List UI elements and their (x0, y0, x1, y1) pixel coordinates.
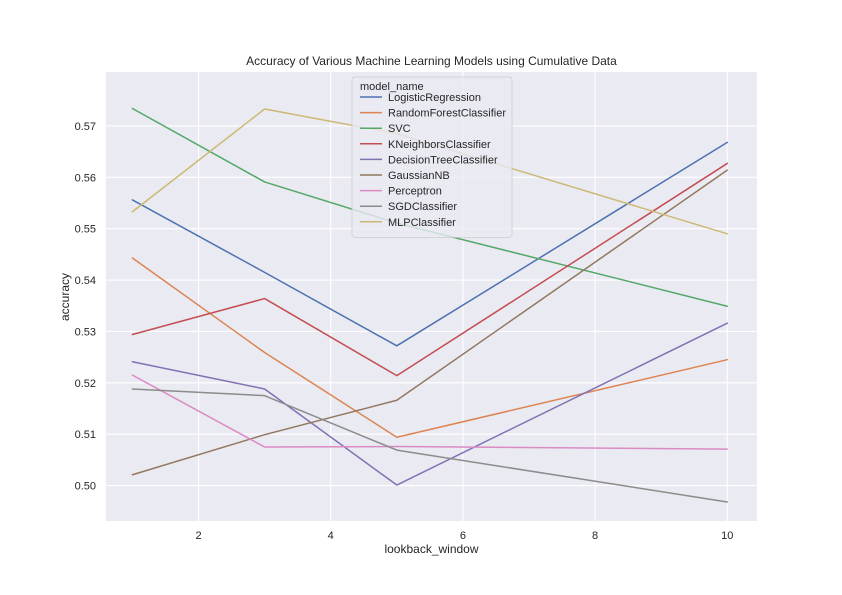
legend: model_name LogisticRegression RandomFores… (351, 76, 513, 238)
series-line-gaussiannb (131, 169, 729, 476)
legend-label: Perceptron (388, 186, 442, 198)
y-tick-label: 0.57 (75, 121, 96, 133)
legend-label: GaussianNB (388, 170, 450, 182)
legend-label: MLPClassifier (388, 217, 456, 229)
tick-labels: 2 4 6 8 10 0.50 0.51 0.52 0.53 0.54 0.55 0.56 0.57 (75, 121, 734, 542)
legend-label: KNeighborsClassifier (388, 139, 491, 151)
series-line-logisticregression (131, 141, 729, 347)
legend-label: LogisticRegression (388, 92, 481, 104)
series-line-svc (131, 107, 729, 308)
series-line-decisiontreeclassifier (131, 322, 729, 486)
y-tick-label: 0.50 (75, 481, 96, 493)
chart-title: Accuracy of Various Machine Learning Mod… (246, 54, 617, 68)
x-tick-label: 4 (328, 530, 334, 542)
legend-label: SGDClassifier (388, 201, 457, 213)
series-line-perceptron (131, 374, 729, 450)
y-tick-label: 0.55 (75, 224, 96, 236)
series-line-kneighborsclassifier (131, 162, 729, 377)
y-axis-label: accuracy (58, 273, 72, 321)
x-axis-label: lookback_window (384, 542, 478, 556)
legend-label: RandomForestClassifier (388, 108, 506, 120)
y-tick-label: 0.52 (75, 378, 96, 390)
legend-items: LogisticRegression RandomForestClassifier… (360, 92, 506, 229)
series-lines (131, 107, 729, 503)
x-tick-label: 2 (195, 530, 201, 542)
y-tick-label: 0.51 (75, 429, 96, 441)
legend-box (351, 76, 513, 238)
series-line-mlpclassifier (131, 108, 729, 235)
y-tick-label: 0.53 (75, 326, 96, 338)
series-line-randomforestclassifier (131, 257, 729, 439)
y-tick-label: 0.56 (75, 172, 96, 184)
x-tick-label: 8 (592, 530, 598, 542)
x-tick-label: 10 (721, 530, 733, 542)
legend-title: model_name (360, 81, 424, 93)
series-line-sgdclassifier (131, 388, 729, 503)
x-tick-label: 6 (460, 530, 466, 542)
legend-label: SVC (388, 123, 411, 135)
legend-label: DecisionTreeClassifier (388, 154, 498, 166)
y-tick-label: 0.54 (75, 275, 96, 287)
